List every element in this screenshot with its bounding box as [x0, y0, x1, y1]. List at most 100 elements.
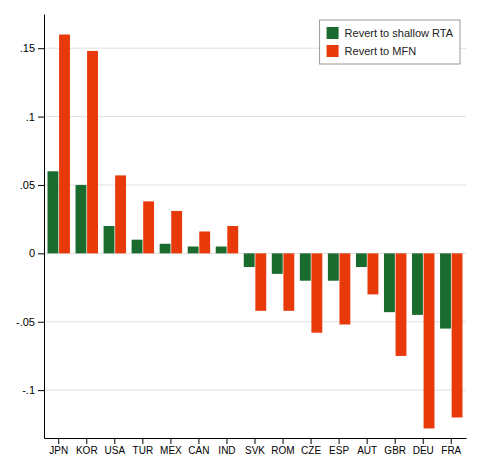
bar [424, 253, 435, 428]
x-tick-label: ESP [329, 445, 349, 456]
x-tick: ESP [329, 438, 349, 456]
x-tick-label: ROM [271, 445, 294, 456]
bar [199, 231, 210, 253]
x-tick: ROM [271, 438, 294, 456]
bar [132, 240, 143, 254]
y-tick-mark [38, 322, 44, 323]
bar [300, 253, 311, 280]
x-tick-mark [367, 438, 368, 444]
x-tick-label: FRA [441, 445, 461, 456]
bar [452, 253, 463, 417]
bar [47, 171, 58, 253]
y-tick: -.1 [22, 384, 44, 396]
x-tick: SVK [245, 438, 265, 456]
grid [44, 48, 466, 390]
bar [143, 201, 154, 253]
x-tick: GBR [384, 438, 406, 456]
bar [216, 247, 227, 254]
x-tick: CZE [301, 438, 321, 456]
x-axis: JPNKORUSATURMEXCANINDSVKROMCZEESPAUTGBRD… [45, 438, 467, 456]
y-tick: .15 [20, 42, 44, 54]
y-tick: .1 [26, 111, 44, 123]
x-tick-mark [451, 438, 452, 444]
y-tick-mark [38, 117, 44, 118]
y-tick-mark [38, 390, 44, 391]
bar [272, 253, 283, 274]
bar [283, 253, 294, 310]
legend-label: Revert to MFN [345, 45, 417, 57]
legend-swatch [327, 27, 339, 39]
bar [171, 211, 182, 253]
y-tick-label: -.05 [16, 316, 35, 328]
y-axis-line [44, 15, 45, 439]
x-tick: IND [218, 438, 235, 456]
x-tick-mark [339, 438, 340, 444]
bars [47, 35, 462, 429]
x-tick: MEX [160, 438, 182, 456]
x-tick-mark [255, 438, 256, 444]
y-tick: -.05 [16, 316, 44, 328]
legend-label: Revert to shallow RTA [345, 27, 454, 39]
x-tick-mark [283, 438, 284, 444]
legend-swatch [327, 45, 339, 57]
y-tick-label: 0 [29, 247, 35, 259]
x-tick-label: MEX [160, 445, 182, 456]
y-axis: -.1 -.05 0 .05 .1 .15 [16, 15, 44, 439]
x-tick-label: JPN [49, 445, 68, 456]
x-tick-mark [226, 438, 227, 444]
bar [368, 253, 379, 294]
legend-frame [320, 20, 460, 64]
bar [440, 253, 451, 328]
x-tick: JPN [49, 438, 68, 456]
x-tick-mark [58, 438, 59, 444]
bar [396, 253, 407, 356]
bar [188, 247, 199, 254]
x-tick-label: USA [105, 445, 126, 456]
bar [255, 253, 266, 310]
x-tick-mark [170, 438, 171, 444]
bar [244, 253, 255, 267]
bar [59, 35, 70, 254]
bar [339, 253, 350, 324]
x-tick-label: SVK [245, 445, 265, 456]
y-tick-label: .05 [20, 179, 35, 191]
bar [384, 253, 395, 312]
bar [311, 253, 322, 332]
x-tick-label: IND [218, 445, 235, 456]
x-tick: TUR [133, 438, 154, 456]
y-tick-label: .15 [20, 42, 35, 54]
y-tick-mark [38, 48, 44, 49]
x-tick-mark [198, 438, 199, 444]
grid-line [44, 184, 466, 185]
grid-line [44, 390, 466, 391]
x-tick: KOR [76, 438, 98, 456]
x-tick-mark [311, 438, 312, 444]
y-tick: .05 [20, 179, 44, 191]
bar [328, 253, 339, 280]
x-tick: USA [105, 438, 126, 456]
legend: Revert to shallow RTA Revert to MFN [320, 20, 460, 64]
x-tick-label: GBR [384, 445, 406, 456]
bar [87, 51, 98, 253]
y-tick-label: -.1 [22, 384, 35, 396]
bar [356, 253, 367, 267]
grid-line [44, 116, 466, 117]
y-tick-mark [38, 185, 44, 186]
x-tick-label: DEU [413, 445, 434, 456]
x-tick: DEU [413, 438, 434, 456]
bar [115, 175, 126, 253]
bar [412, 253, 423, 315]
x-tick-label: TUR [133, 445, 154, 456]
bar-series [47, 171, 450, 328]
x-tick-label: CZE [301, 445, 321, 456]
bar-series [59, 35, 462, 429]
x-tick: CAN [188, 438, 209, 456]
plot: -.1 -.05 0 .05 .1 .15 JPN KOR USA TUR MEX CAN IND SVK… [16, 15, 466, 457]
x-tick-mark [395, 438, 396, 444]
chart: -.1 -.05 0 .05 .1 .15 JPN KOR USA TUR MEX CAN IND SVK… [0, 0, 480, 468]
y-tick: 0 [29, 247, 44, 259]
x-tick-mark [114, 438, 115, 444]
bar [104, 226, 115, 253]
y-tick-mark [38, 253, 44, 254]
x-tick-label: CAN [188, 445, 209, 456]
